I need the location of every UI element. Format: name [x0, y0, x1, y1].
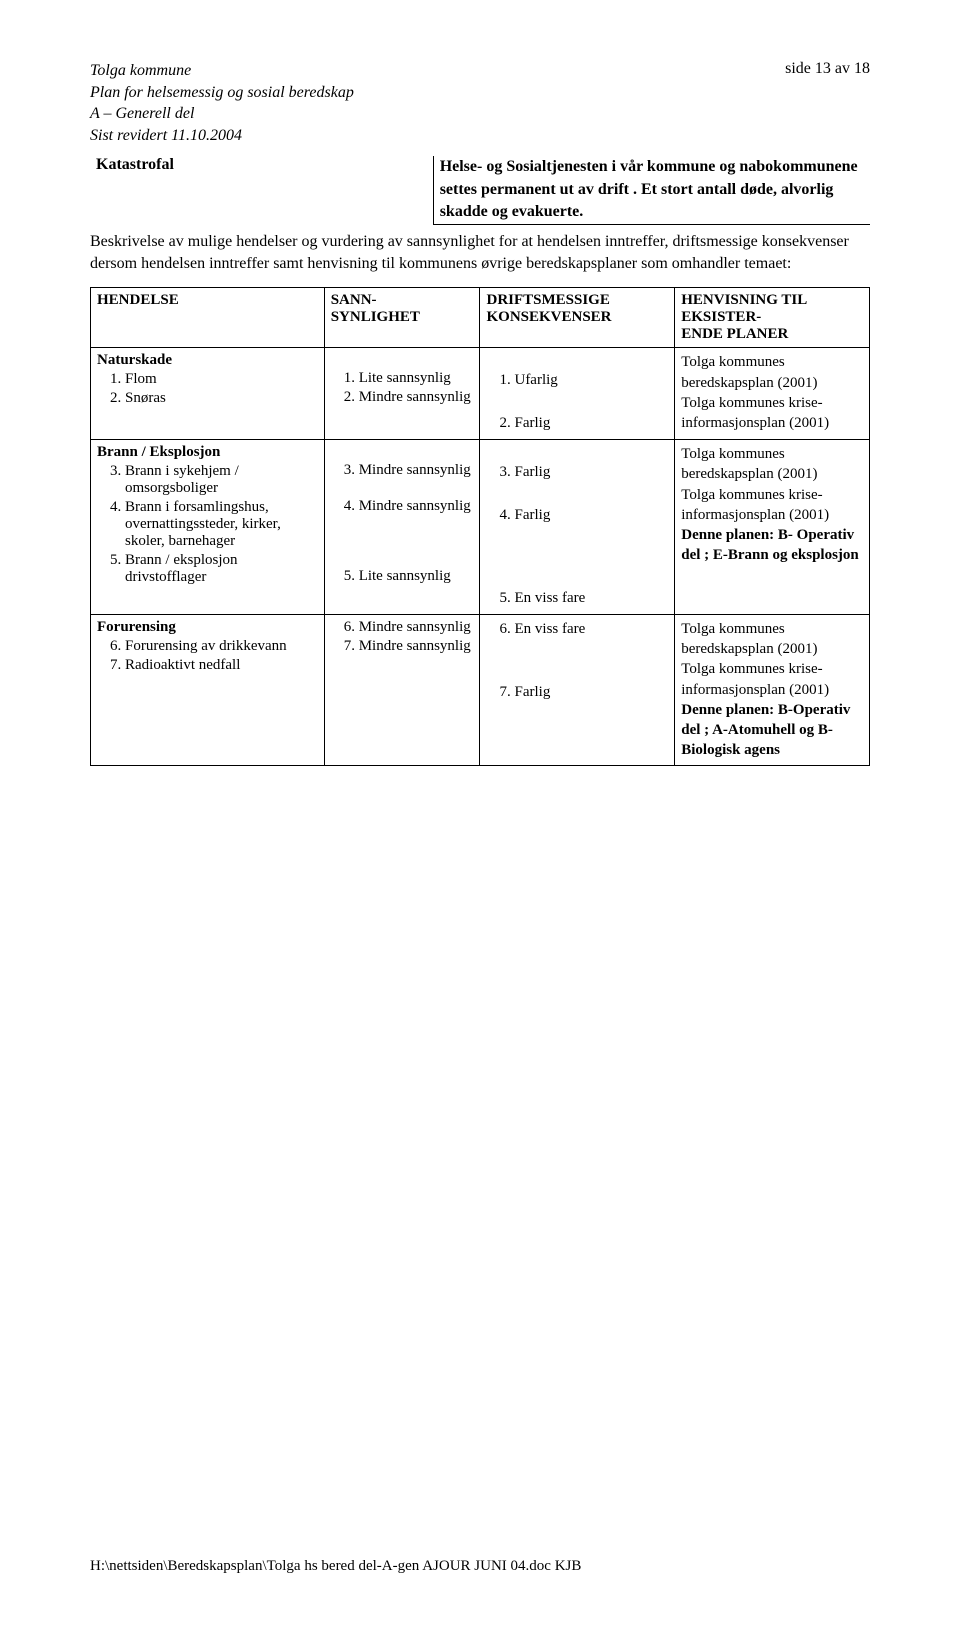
- cell-hendelse: Naturskade Flom Snøras: [91, 348, 325, 440]
- henvisning-bold: Denne planen: B- Operativ del ; E-Brann …: [681, 527, 859, 563]
- list-item: Mindre sannsynlig: [359, 638, 474, 655]
- hendelse-list: Flom Snøras: [97, 371, 318, 407]
- list-item: Farlig: [514, 682, 668, 702]
- hendelse-list: Brann i sykehjem / omsorgsboliger Brann …: [97, 463, 318, 586]
- list-item: Brann / eksplosjon drivstofflager: [125, 552, 318, 586]
- katastrofal-table: Katastrofal Helse- og Sosialtjenesten i …: [90, 156, 870, 224]
- henvisning-bold: Denne planen: B-Operativ del ; A-Atomuhe…: [681, 702, 850, 759]
- page-number: side 13 av 18: [785, 60, 870, 78]
- cell-hendelse: Forurensing Forurensing av drikkevann Ra…: [91, 614, 325, 765]
- list-item: Farlig: [514, 505, 668, 586]
- th-sannsynlighet: SANN-SYNLIGHET: [324, 288, 480, 348]
- list-item: Snøras: [125, 390, 318, 407]
- list-item: Ufarlig: [514, 370, 668, 411]
- list-item: Mindre sannsynlig: [359, 619, 474, 636]
- header-line-1: Tolga kommune: [90, 60, 354, 82]
- drift-list: En viss fare Farlig: [486, 619, 668, 702]
- th-driftsmessige: DRIFTSMESSIGE KONSEKVENSER: [480, 288, 675, 348]
- list-item: Brann i sykehjem / omsorgsboliger: [125, 463, 318, 497]
- table-row: Brann / Eksplosjon Brann i sykehjem / om…: [91, 440, 870, 615]
- list-item: Farlig: [514, 462, 668, 503]
- table-row: Forurensing Forurensing av drikkevann Ra…: [91, 614, 870, 765]
- drift-list: Farlig Farlig En viss fare: [486, 462, 668, 608]
- list-item: Mindre sannsynlig: [359, 389, 474, 406]
- cell-henvisning: Tolga kommunes beredskapsplan (2001) Tol…: [675, 440, 870, 615]
- cell-drift: Ufarlig Farlig: [480, 348, 675, 440]
- list-item: En viss fare: [514, 619, 668, 680]
- list-item: Flom: [125, 371, 318, 388]
- header-line-2: Plan for helsemessig og sosial beredskap: [90, 82, 354, 104]
- list-item: Farlig: [514, 413, 668, 433]
- cell-sannsynlighet: Mindre sannsynlig Mindre sannsynlig: [324, 614, 480, 765]
- table-row: Naturskade Flom Snøras Lite sannsynlig M…: [91, 348, 870, 440]
- th-hendelse: HENDELSE: [91, 288, 325, 348]
- cell-sannsynlighet: Mindre sannsynlig Mindre sannsynlig Lite…: [324, 440, 480, 615]
- hendelse-list: Forurensing av drikkevann Radioaktivt ne…: [97, 638, 318, 674]
- cell-hendelse: Brann / Eksplosjon Brann i sykehjem / om…: [91, 440, 325, 615]
- page-footer: H:\nettsiden\Beredskapsplan\Tolga hs ber…: [90, 1558, 581, 1575]
- list-item: Radioaktivt nedfall: [125, 657, 318, 674]
- page-header: Tolga kommune Plan for helsemessig og so…: [90, 60, 870, 146]
- list-item: Brann i forsamlingshus, overnattingssted…: [125, 499, 318, 550]
- list-item: Lite sannsynlig: [359, 568, 474, 585]
- cell-drift: Farlig Farlig En viss fare: [480, 440, 675, 615]
- cell-drift: En viss fare Farlig: [480, 614, 675, 765]
- cell-sannsynlighet: Lite sannsynlig Mindre sannsynlig: [324, 348, 480, 440]
- hendelse-heading: Brann / Eksplosjon: [97, 444, 318, 461]
- th-henvisning: HENVISNING TIL EKSISTER-ENDE PLANER: [675, 288, 870, 348]
- cell-henvisning: Tolga kommunes beredskapsplan (2001) Tol…: [675, 348, 870, 440]
- header-left-block: Tolga kommune Plan for helsemessig og so…: [90, 60, 354, 146]
- hendelse-heading: Naturskade: [97, 352, 318, 369]
- main-data-table: HENDELSE SANN-SYNLIGHET DRIFTSMESSIGE KO…: [90, 287, 870, 765]
- katastrofal-description: Helse- og Sosialtjenesten i vår kommune …: [440, 156, 864, 223]
- intro-paragraph: Beskrivelse av mulige hendelser og vurde…: [90, 231, 870, 276]
- table-header-row: HENDELSE SANN-SYNLIGHET DRIFTSMESSIGE KO…: [91, 288, 870, 348]
- drift-list: Ufarlig Farlig: [486, 370, 668, 433]
- list-item: Mindre sannsynlig: [359, 498, 474, 566]
- sannsynlighet-list: Mindre sannsynlig Mindre sannsynlig Lite…: [331, 462, 474, 585]
- sannsynlighet-list: Lite sannsynlig Mindre sannsynlig: [331, 370, 474, 406]
- sannsynlighet-list: Mindre sannsynlig Mindre sannsynlig: [331, 619, 474, 655]
- hendelse-heading: Forurensing: [97, 619, 318, 636]
- list-item: Mindre sannsynlig: [359, 462, 474, 496]
- list-item: Forurensing av drikkevann: [125, 638, 318, 655]
- cell-henvisning: Tolga kommunes beredskapsplan (2001) Tol…: [675, 614, 870, 765]
- header-line-3: A – Generell del: [90, 103, 354, 125]
- header-line-4: Sist revidert 11.10.2004: [90, 125, 354, 147]
- list-item: En viss fare: [514, 588, 668, 608]
- document-page: Tolga kommune Plan for helsemessig og so…: [0, 0, 960, 1625]
- list-item: Lite sannsynlig: [359, 370, 474, 387]
- katastrofal-label: Katastrofal: [96, 156, 174, 173]
